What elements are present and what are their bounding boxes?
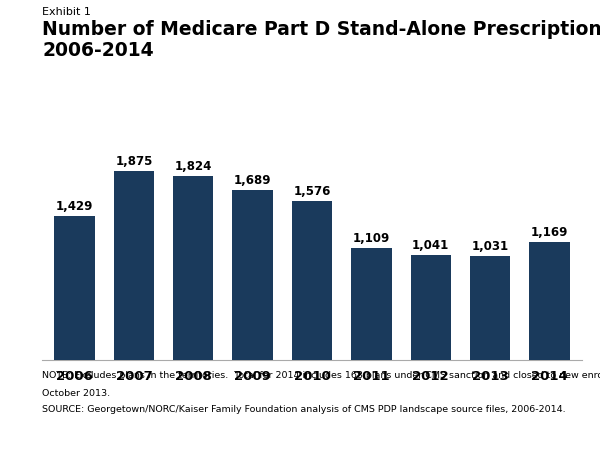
Text: 1,875: 1,875 [115,155,152,168]
Text: 1,576: 1,576 [293,185,331,198]
Bar [173,176,214,360]
Text: THE HENRY J: THE HENRY J [515,401,550,407]
Text: KAISER: KAISER [508,409,557,422]
Bar [470,256,510,360]
Text: FAMILY: FAMILY [509,419,556,432]
Text: NOTE: Excludes plans in the territories.  Total for 2014 includes 168 plans unde: NOTE: Excludes plans in the territories.… [42,371,600,380]
Text: FOUNDATION: FOUNDATION [512,434,553,439]
Bar [351,248,392,360]
Text: 1,031: 1,031 [472,240,509,253]
Bar [55,216,95,360]
Text: SOURCE: Georgetown/NORC/Kaiser Family Foundation analysis of CMS PDP landscape s: SOURCE: Georgetown/NORC/Kaiser Family Fo… [42,405,566,414]
Text: 1,169: 1,169 [530,226,568,239]
Text: Exhibit 1: Exhibit 1 [42,7,91,17]
Text: 1,824: 1,824 [175,161,212,174]
Text: October 2013.: October 2013. [42,389,110,398]
Text: 1,109: 1,109 [353,233,390,246]
Text: 1,429: 1,429 [56,200,94,213]
Text: Number of Medicare Part D Stand-Alone Prescription Drug Plans,
2006-2014: Number of Medicare Part D Stand-Alone Pr… [42,20,600,60]
Bar [529,242,569,360]
Bar [232,190,273,360]
Text: 1,041: 1,041 [412,239,449,252]
Bar [292,201,332,360]
Text: 1,689: 1,689 [234,174,271,187]
Bar [410,255,451,360]
Bar [114,171,154,360]
